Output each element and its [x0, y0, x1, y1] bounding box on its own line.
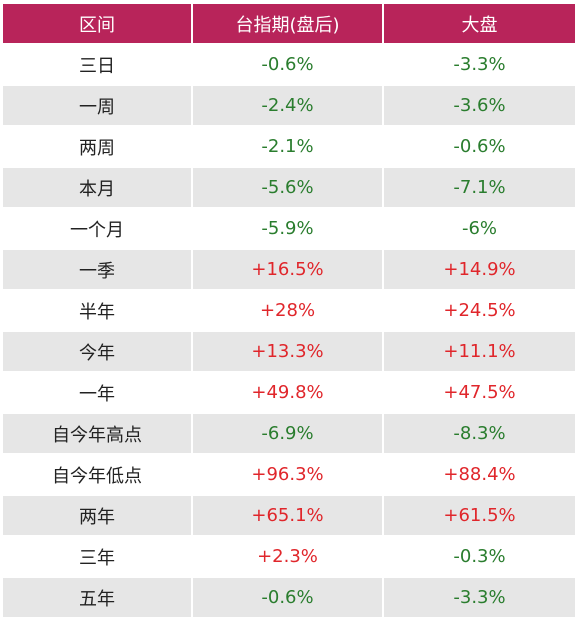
period-cell: 今年 [3, 330, 193, 371]
futures-change-cell: -0.6% [193, 43, 384, 84]
table-header: 区间 台指期(盘后) 大盘 [3, 4, 575, 43]
period-cell: 一季 [3, 248, 193, 289]
table-row: 本月 -5.6% -7.1% [3, 166, 575, 207]
market-change-cell: +61.5% [384, 494, 575, 535]
futures-change-cell: +16.5% [193, 248, 384, 289]
futures-change-cell: -2.1% [193, 125, 384, 166]
period-cell: 五年 [3, 576, 193, 617]
table-row: 一周 -2.4% -3.6% [3, 84, 575, 125]
market-change-cell: +24.5% [384, 289, 575, 330]
period-cell: 自今年高点 [3, 412, 193, 453]
table-row: 自今年高点 -6.9% -8.3% [3, 412, 575, 453]
futures-change-cell: -0.6% [193, 576, 384, 617]
table-body: 三日 -0.6% -3.3% 一周 -2.4% -3.6% 两周 -2.1% -0.6% 本月 -5… [3, 43, 575, 617]
table-row: 一年 +49.8% +47.5% [3, 371, 575, 412]
futures-change-cell: +2.3% [193, 535, 384, 576]
table-row: 三日 -0.6% -3.3% [3, 43, 575, 84]
period-cell: 一年 [3, 371, 193, 412]
market-change-cell: +88.4% [384, 453, 575, 494]
market-change-cell: -3.3% [384, 576, 575, 617]
futures-change-cell: +96.3% [193, 453, 384, 494]
period-cell: 本月 [3, 166, 193, 207]
table-row: 自今年低点 +96.3% +88.4% [3, 453, 575, 494]
header-market: 大盘 [384, 4, 575, 43]
table-row: 三年 +2.3% -0.3% [3, 535, 575, 576]
table-row: 半年 +28% +24.5% [3, 289, 575, 330]
header-futures: 台指期(盘后) [193, 4, 384, 43]
market-change-cell: +47.5% [384, 371, 575, 412]
market-change-cell: -7.1% [384, 166, 575, 207]
market-change-cell: -6% [384, 207, 575, 248]
futures-change-cell: +13.3% [193, 330, 384, 371]
futures-change-cell: -2.4% [193, 84, 384, 125]
futures-change-cell: +49.8% [193, 371, 384, 412]
period-cell: 一个月 [3, 207, 193, 248]
market-change-cell: -3.6% [384, 84, 575, 125]
period-cell: 两周 [3, 125, 193, 166]
header-row: 区间 台指期(盘后) 大盘 [3, 4, 575, 43]
market-change-cell: -0.3% [384, 535, 575, 576]
table-row: 两周 -2.1% -0.6% [3, 125, 575, 166]
market-change-cell: +11.1% [384, 330, 575, 371]
futures-change-cell: -5.6% [193, 166, 384, 207]
header-period: 区间 [3, 4, 193, 43]
table-row: 一季 +16.5% +14.9% [3, 248, 575, 289]
period-cell: 自今年低点 [3, 453, 193, 494]
period-cell: 三年 [3, 535, 193, 576]
futures-change-cell: -6.9% [193, 412, 384, 453]
table-row: 五年 -0.6% -3.3% [3, 576, 575, 617]
table-row: 一个月 -5.9% -6% [3, 207, 575, 248]
period-cell: 三日 [3, 43, 193, 84]
period-cell: 半年 [3, 289, 193, 330]
market-change-cell: -8.3% [384, 412, 575, 453]
period-cell: 一周 [3, 84, 193, 125]
market-change-cell: +14.9% [384, 248, 575, 289]
futures-change-cell: +28% [193, 289, 384, 330]
performance-table: 区间 台指期(盘后) 大盘 三日 -0.6% -3.3% 一周 -2.4% -3.6% 两周… [3, 4, 575, 617]
period-cell: 两年 [3, 494, 193, 535]
futures-change-cell: -5.9% [193, 207, 384, 248]
market-change-cell: -0.6% [384, 125, 575, 166]
table-row: 两年 +65.1% +61.5% [3, 494, 575, 535]
table-row: 今年 +13.3% +11.1% [3, 330, 575, 371]
futures-change-cell: +65.1% [193, 494, 384, 535]
market-change-cell: -3.3% [384, 43, 575, 84]
